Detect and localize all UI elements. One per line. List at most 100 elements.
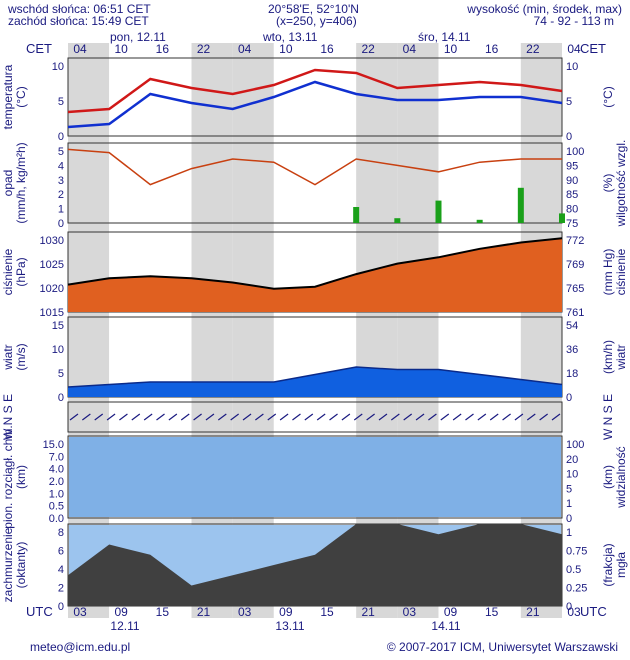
top-hour-label: 16 (320, 42, 334, 56)
wind-arrow (316, 413, 326, 421)
left-tick: 10 (52, 344, 64, 356)
top-hour-label: 04 (567, 42, 581, 56)
temp-max-line (67, 68, 563, 114)
precip-bar (559, 213, 565, 223)
left-tick: 2 (58, 189, 64, 201)
bottom-date-label: 12.11 (110, 619, 139, 633)
right-tick: 75 (566, 218, 578, 230)
wind-arrow (403, 413, 413, 421)
panel-right-label: (°C) (601, 86, 615, 107)
wind-arrow (428, 413, 437, 421)
bottom-date-label: 13.11 (275, 619, 304, 633)
day-night-band (191, 43, 233, 618)
day-night-band (520, 43, 562, 618)
left-tick: 3 (58, 175, 64, 187)
wind-arrow (366, 413, 375, 421)
wind-arrow (489, 413, 499, 421)
precip-bar (394, 218, 401, 223)
right-tick: 769 (566, 259, 584, 271)
bottom-hour-label: 21 (526, 605, 540, 619)
right-tick: 0.25 (566, 583, 587, 595)
bottom-hour-label: 03 (567, 605, 581, 619)
panel-left-label: (oktanty) (14, 542, 28, 589)
bottom-hour-label: 03 (403, 605, 417, 619)
right-tick: 5 (566, 96, 572, 108)
right-tick: 20 (566, 454, 578, 466)
bottom-tz-label-right: UTC (580, 604, 607, 619)
top-hour-label: 22 (361, 42, 375, 56)
precip-bar (353, 207, 360, 223)
right-tick: 761 (566, 307, 584, 319)
footer-email[interactable]: meteo@icm.edu.pl (30, 640, 131, 654)
temp-min-line (67, 80, 563, 129)
panel-left-label: zachmurzenie (1, 527, 15, 602)
top-day-label: pon, 12.11 (110, 30, 166, 44)
panel-left-label: pion. rozciągł. chm. (1, 425, 15, 528)
cloud-fill (68, 524, 562, 606)
wind-arrow (304, 413, 314, 421)
grid-text: (x=250, y=406) (276, 14, 357, 28)
precip-bar (476, 219, 483, 223)
bottom-hour-label: 09 (279, 605, 293, 619)
top-hour-label: 10 (114, 42, 128, 56)
top-hour-label: 04 (403, 42, 417, 56)
panel-right-label: mgła (614, 552, 628, 578)
left-tick: 1030 (40, 235, 64, 247)
panel-left-label: W N S E (1, 394, 15, 440)
panel-right-label: widzialność (614, 446, 628, 508)
day-night-band (273, 43, 315, 618)
wind-arrow (502, 413, 511, 421)
wind-arrow (353, 413, 363, 421)
wind-arrow (452, 413, 462, 421)
bottom-hour-label: 09 (444, 605, 458, 619)
right-tick: 1 (566, 498, 572, 510)
wind-arrow (378, 413, 388, 421)
panel-right-label: wilgotność wzgl. (614, 140, 628, 228)
left-tick: 5 (58, 146, 64, 158)
left-tick: 15.0 (43, 439, 64, 451)
panel-right-label: (mm Hg) (601, 249, 615, 296)
panel-frame-temperature (67, 57, 563, 137)
left-tick: 0.0 (49, 513, 64, 525)
left-tick: 1.0 (49, 488, 64, 500)
wind-arrow (390, 413, 400, 421)
panel-left-label: opad (1, 170, 15, 197)
day-night-band (356, 43, 398, 618)
left-tick: 0 (58, 392, 64, 404)
visibility-bg (69, 437, 561, 517)
bottom-tz-label: UTC (26, 604, 53, 619)
top-hour-label: 22 (197, 42, 211, 56)
left-tick: 15 (52, 320, 64, 332)
sunset-text: zachód słońca: 15:49 CET (8, 14, 149, 28)
wind-arrow (551, 413, 561, 421)
wind-arrow (69, 413, 79, 421)
left-tick: 1015 (40, 307, 64, 319)
day-night-band (438, 43, 480, 618)
wind-arrow (168, 413, 178, 421)
panel-right-label: W N S E (601, 394, 615, 440)
bottom-hour-label: 15 (156, 605, 170, 619)
wind-arrow (180, 413, 190, 421)
wind-arrow (415, 413, 425, 421)
right-tick: 0.5 (566, 564, 581, 576)
panel-right-label: (frakcja) (601, 543, 615, 586)
right-tick: 765 (566, 283, 584, 295)
day-night-band (232, 43, 274, 618)
left-tick: 4 (58, 564, 64, 576)
panel-frame-precip (67, 142, 563, 224)
top-hour-label: 22 (526, 42, 540, 56)
precip-bar (517, 187, 524, 223)
wind-arrow (217, 413, 227, 421)
wind-arrow (279, 413, 289, 421)
panel-left-label: (hPa) (14, 257, 28, 286)
right-tick: 100 (566, 146, 584, 158)
right-tick: 772 (566, 235, 584, 247)
panel-left-label: ciśnienie (1, 248, 15, 295)
right-tick: 0.75 (566, 546, 587, 558)
right-tick: 5 (566, 483, 572, 495)
precip-bar (435, 200, 442, 223)
right-tick: 100 (566, 439, 584, 451)
bottom-date-label: 14.11 (431, 619, 460, 633)
left-tick: 4.0 (49, 464, 64, 476)
right-tick: 1 (566, 527, 572, 539)
